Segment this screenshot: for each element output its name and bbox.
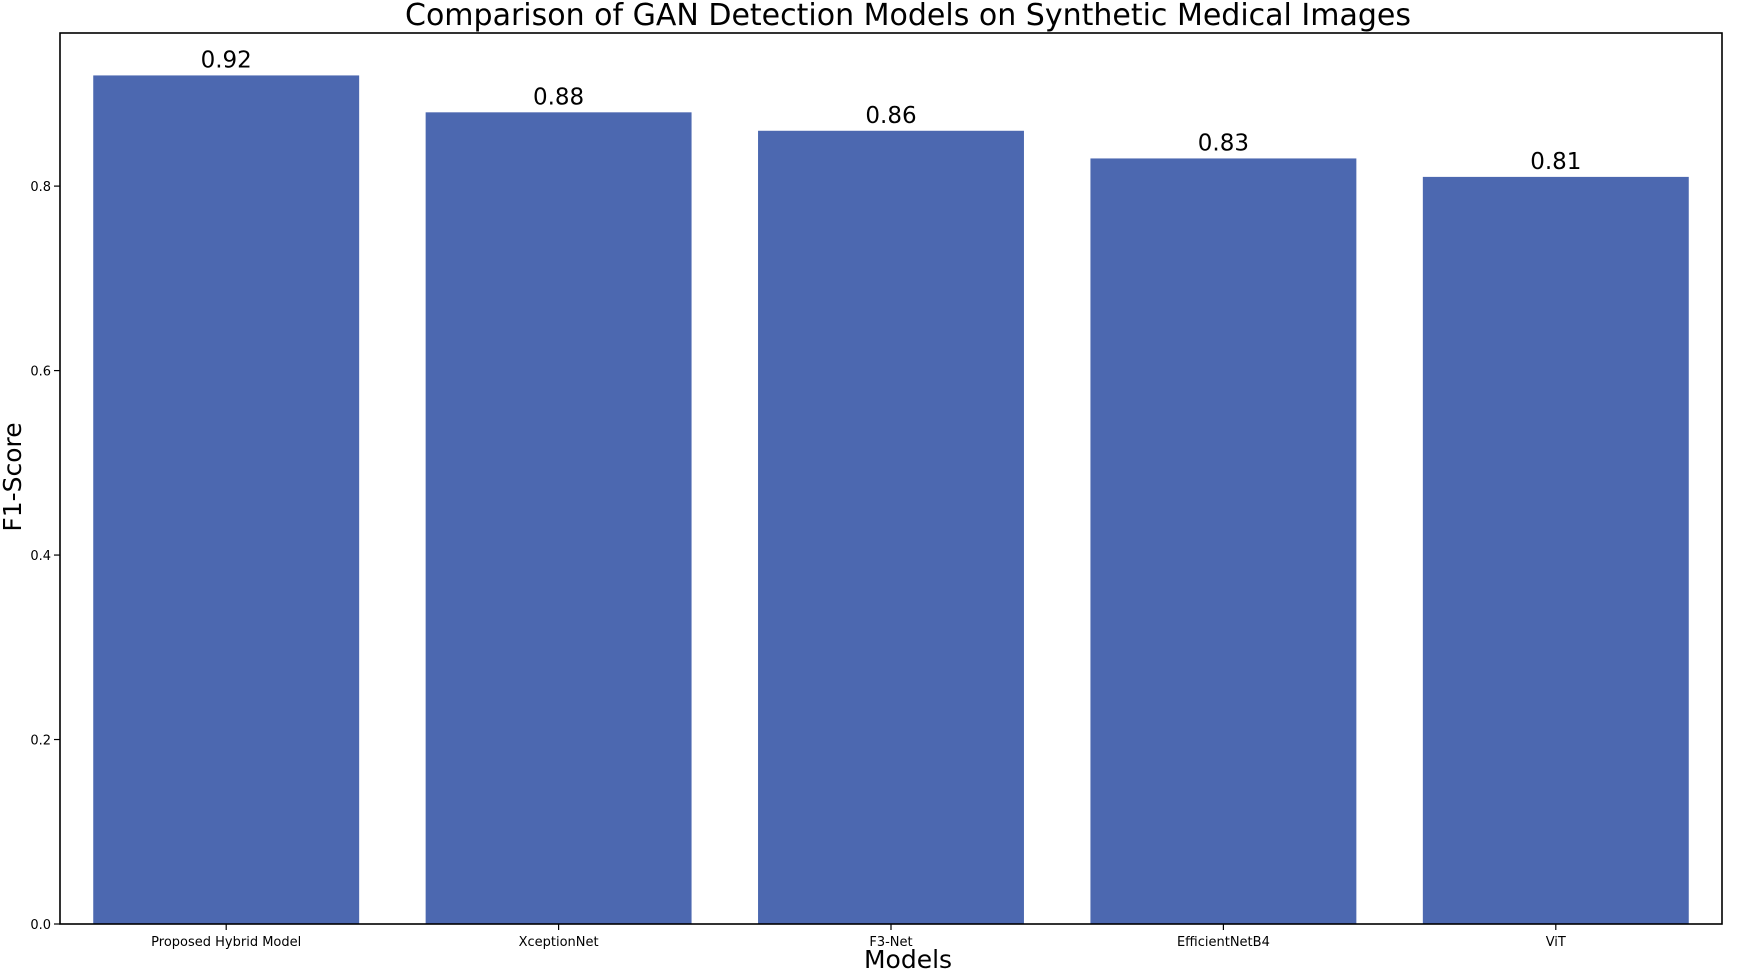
y-tick-label: 0.6 [30,365,51,380]
bars-layer [93,75,1689,925]
value-labels-layer: 0.92 0.88 0.86 0.83 0.81 [201,47,1582,174]
chart-title: Comparison of GAN Detection Models on Sy… [405,0,1411,33]
y-axis: 0.0 0.2 0.4 0.6 0.8 [30,180,60,933]
x-tick-label: ViT [1546,935,1566,950]
y-axis-label: F1-Score [0,422,27,531]
bar-value-label: 0.86 [865,103,916,129]
y-tick-label: 0.8 [30,180,51,195]
x-tick-label: Proposed Hybrid Model [151,935,301,950]
plot-frame [59,32,1723,925]
bar-value-label: 0.92 [201,47,252,73]
bar [1090,158,1357,925]
x-tick-label: EfficientNetB4 [1177,935,1270,950]
bar [1422,176,1689,925]
x-tick-label: F3-Net [869,935,912,950]
bar [93,75,360,924]
bar-value-label: 0.88 [533,84,584,110]
x-axis-label: Models [864,945,952,971]
bar-value-label: 0.81 [1530,149,1581,175]
x-tick-label: XceptionNet [519,935,599,950]
y-tick-label: 0.2 [30,734,51,749]
bar-value-label: 0.83 [1198,130,1249,156]
y-tick-label: 0.4 [30,549,51,564]
bar [758,130,1024,924]
x-axis: Proposed Hybrid Model XceptionNet F3-Net Ef… [151,924,1566,950]
y-tick-label: 0.0 [30,918,51,933]
bar [425,112,692,924]
